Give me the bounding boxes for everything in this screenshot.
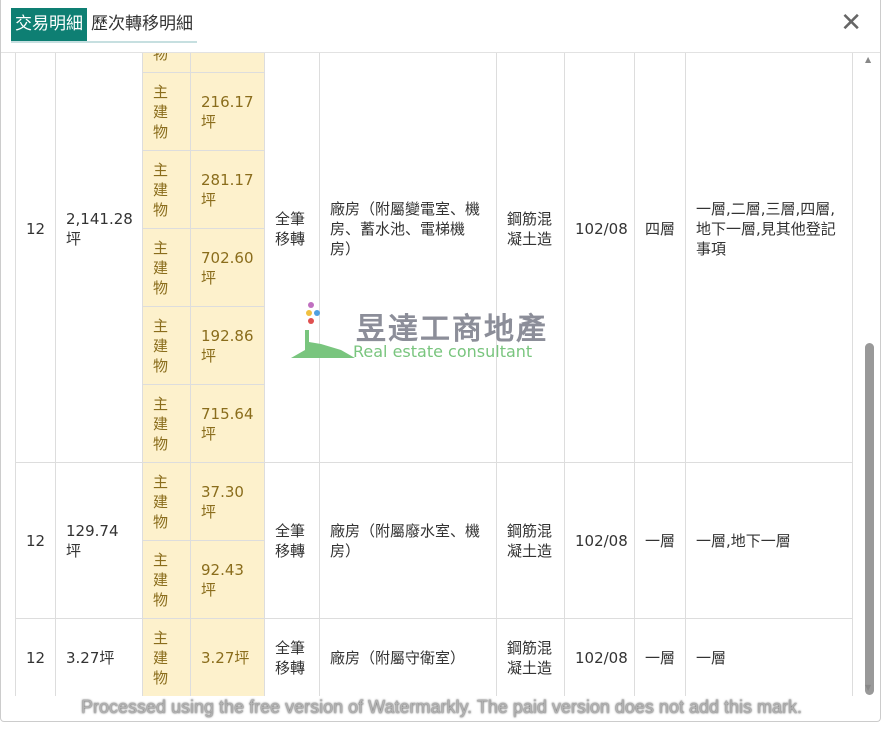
building-type-cell: 主建物 bbox=[142, 53, 191, 73]
building-area-cell bbox=[190, 53, 265, 73]
table-row: 主建物 192.86坪 bbox=[16, 306, 853, 385]
total-area-cell: 3.27坪 bbox=[55, 618, 143, 696]
level-cell: 12 bbox=[15, 53, 56, 463]
transaction-detail-modal: 交易明細 歷次轉移明細 ✕ 122,141.28坪主建物全筆移轉廠房（附屬變電室… bbox=[0, 0, 881, 722]
building-area-cell: 37.30坪 bbox=[190, 462, 265, 541]
floors-cell: 一層 bbox=[634, 618, 686, 696]
building-type-cell: 主建物 bbox=[142, 618, 191, 696]
total-area-cell: 129.74坪 bbox=[55, 462, 143, 619]
building-type-cell: 主建物 bbox=[142, 150, 191, 229]
table-row: 主建物 216.17坪 bbox=[16, 72, 853, 151]
building-type-cell: 主建物 bbox=[142, 72, 191, 151]
building-area-cell: 702.60坪 bbox=[190, 228, 265, 307]
building-area-cell: 192.86坪 bbox=[190, 306, 265, 385]
transfer-cell: 全筆移轉 bbox=[264, 462, 320, 619]
floor-detail-cell: 一層 bbox=[685, 618, 853, 696]
building-type-cell: 主建物 bbox=[142, 384, 191, 463]
building-type-cell: 主建物 bbox=[142, 228, 191, 307]
table-row: 主建物 702.60坪 bbox=[16, 228, 853, 307]
tab-bar: 交易明細 歷次轉移明細 bbox=[11, 8, 197, 43]
building-type-cell: 主建物 bbox=[142, 306, 191, 385]
building-type-cell: 主建物 bbox=[142, 462, 191, 541]
building-area-cell: 281.17坪 bbox=[190, 150, 265, 229]
floors-cell: 四層 bbox=[634, 53, 686, 463]
table-row: 主建物 715.64坪 bbox=[16, 384, 853, 463]
table-row: 12 3.27坪 主建物 3.27坪 全筆移轉 廠房（附屬守衛室） 鋼筋混凝土造 102/08… bbox=[15, 618, 853, 696]
building-area-cell: 92.43坪 bbox=[190, 540, 265, 619]
table-row: 主建物 281.17坪 bbox=[16, 150, 853, 229]
watermarkly-notice: Processed using the free version of Wate… bbox=[80, 697, 802, 717]
use-cell: 廠房（附屬守衛室） bbox=[319, 618, 497, 696]
floors-cell: 一層 bbox=[634, 462, 686, 619]
building-area-cell: 216.17坪 bbox=[190, 72, 265, 151]
detail-table-scroll-area: 122,141.28坪主建物全筆移轉廠房（附屬變電室、機房、蓄水池、電梯機房）鋼… bbox=[1, 53, 861, 696]
tab-transfer-history[interactable]: 歷次轉移明細 bbox=[87, 8, 197, 41]
table-row: 12 129.74坪 主建物 37.30坪 全筆移轉 廠房（附屬廢水室、機房） 鋼筋混凝土造… bbox=[15, 462, 853, 619]
level-cell: 12 bbox=[15, 618, 56, 696]
scroll-up-icon[interactable]: ▲ bbox=[865, 55, 872, 64]
date-cell: 102/08 bbox=[564, 618, 635, 696]
scrollbar[interactable]: ▲ ▼ bbox=[861, 53, 879, 696]
date-cell: 102/08 bbox=[564, 462, 635, 619]
scroll-down-icon[interactable]: ▼ bbox=[865, 683, 872, 692]
total-area-cell: 2,141.28坪 bbox=[55, 53, 143, 463]
building-area-cell: 3.27坪 bbox=[190, 618, 265, 696]
building-detail-table: 122,141.28坪主建物全筆移轉廠房（附屬變電室、機房、蓄水池、電梯機房）鋼… bbox=[15, 53, 853, 696]
tab-transaction-detail[interactable]: 交易明細 bbox=[11, 8, 87, 41]
date-cell: 102/08 bbox=[564, 53, 635, 463]
material-cell: 鋼筋混凝土造 bbox=[496, 462, 565, 619]
floor-detail-cell: 一層,地下一層 bbox=[685, 462, 853, 619]
material-cell: 鋼筋混凝土造 bbox=[496, 53, 565, 463]
use-cell: 廠房（附屬變電室、機房、蓄水池、電梯機房） bbox=[319, 53, 497, 463]
use-cell: 廠房（附屬廢水室、機房） bbox=[319, 462, 497, 619]
building-type-cell: 主建物 bbox=[142, 540, 191, 619]
transfer-cell: 全筆移轉 bbox=[264, 53, 320, 463]
floor-detail-cell: 一層,二層,三層,四層,地下一層,見其他登記事項 bbox=[685, 53, 853, 463]
building-area-cell: 715.64坪 bbox=[190, 384, 265, 463]
close-icon[interactable]: ✕ bbox=[840, 8, 862, 38]
scrollbar-thumb[interactable] bbox=[865, 343, 874, 695]
modal-header: 交易明細 歷次轉移明細 ✕ bbox=[1, 0, 880, 53]
material-cell: 鋼筋混凝土造 bbox=[496, 618, 565, 696]
table-row: 122,141.28坪主建物 全筆移轉廠房（附屬變電室、機房、蓄水池、電梯機房）鋼… bbox=[15, 53, 853, 463]
level-cell: 12 bbox=[15, 462, 56, 619]
transfer-cell: 全筆移轉 bbox=[264, 618, 320, 696]
